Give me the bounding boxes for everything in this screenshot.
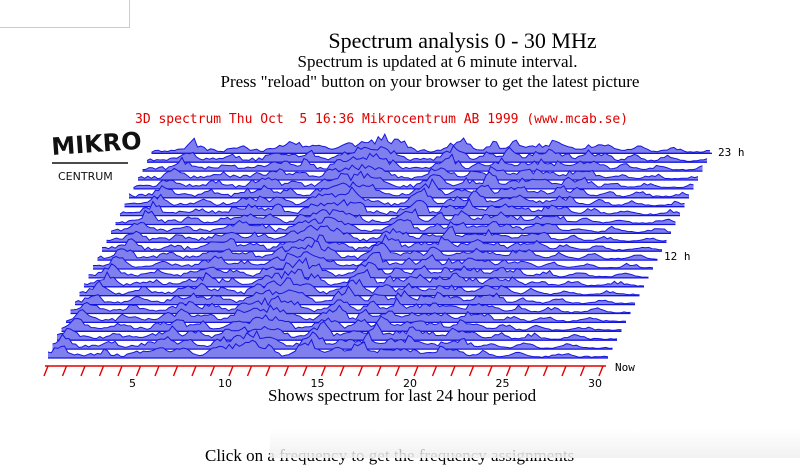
tick-mark [191,365,197,377]
tick-mark [320,365,327,377]
tick-label: 5 [129,377,136,390]
tick-mark [542,365,549,377]
tick-mark [209,365,216,377]
tick-mark [413,365,419,377]
tick-mark [246,365,253,377]
tick-mark [339,365,345,377]
spectrum-3d-image[interactable]: 3D spectrum Thu Oct 5 16:36 Mikrocentrum… [0,100,800,390]
tick-mark [524,365,530,377]
row-label-23h: 23 h [718,146,745,159]
bottom-fade-overlay [270,430,800,458]
spectrum-caption: Shows spectrum for last 24 hour period [268,386,537,405]
tick-mark [376,365,382,377]
tick-mark [394,365,401,377]
tick-mark [80,365,86,377]
tick-mark [579,365,586,377]
tick-mark [154,365,160,377]
logo-word-mikro: MIKRO [50,127,142,161]
tick-mark [505,365,512,377]
tick-mark [302,365,308,377]
tick-mark [135,365,142,377]
spectrum-traces [47,132,712,359]
tick-mark [598,365,604,377]
tick-label: 15 [311,377,325,390]
tick-mark [283,365,290,377]
logo-word-centrum: CENTRUM [58,170,113,183]
update-note: Spectrum is updated at 6 minute interval… [297,52,578,71]
page-title: Spectrum analysis 0 - 30 MHz [328,28,597,53]
tick-mark [468,365,475,377]
tick-mark [228,365,234,377]
mikrocentrum-logo: MIKRO CENTRUM [50,127,142,183]
row-label-12h: 12 h [664,250,691,263]
tick-mark [172,365,179,377]
tick-mark [450,365,456,377]
tick-mark [265,365,271,377]
tick-mark [357,365,364,377]
tick-mark [117,365,123,377]
tick-label: 20 [403,377,417,390]
spectrum-banner: 3D spectrum Thu Oct 5 16:36 Mikrocentrum… [135,112,628,127]
tick-label: 30 [588,377,602,390]
tick-label: 25 [496,377,510,390]
tick-label: 10 [218,377,232,390]
tick-mark [431,365,438,377]
row-label-now: Now [615,361,635,374]
tick-mark [61,365,68,377]
frequency-ticks [43,365,604,377]
reload-note: Press "reload" button on your browser to… [220,72,640,91]
tick-mark [43,365,49,377]
frequency-tick-labels: 5 10 15 20 25 30 [129,377,602,390]
top-frame-box [0,0,130,28]
tick-mark [561,365,567,377]
tick-mark [98,365,105,377]
tick-mark [487,365,493,377]
